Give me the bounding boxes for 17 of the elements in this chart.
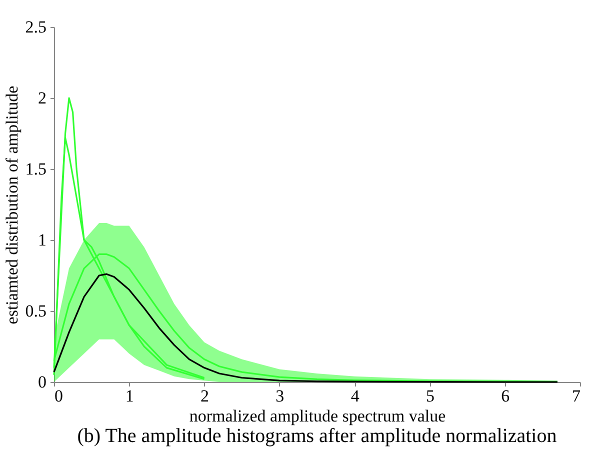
y-tick-label: 1.5 [25,160,46,178]
x-tick-label: 6 [501,386,510,406]
x-tick-label: 3 [276,386,284,406]
text: (b) The amplitude histograms after amplitude normalization [77,425,557,447]
y-tick-label: 1 [38,230,46,250]
x-tick-label: 4 [350,386,360,406]
x-tick-label: 0 [54,386,63,406]
y-axis-title: estiamted distribution of amplitude [2,86,22,324]
x-tick-label: 7 [572,386,581,406]
x-tick-label: 2 [200,386,210,406]
y-tick-label: 2.5 [25,18,46,36]
x-tick-label: 1 [125,386,134,406]
x-tick-label: 5 [426,386,434,406]
y-tick-label: 2 [38,88,46,108]
y-tick-label: 0.5 [25,302,46,320]
y-tick-label: 0 [38,372,46,392]
x-axis-title: normalized amplitude spectrum value [189,406,446,426]
